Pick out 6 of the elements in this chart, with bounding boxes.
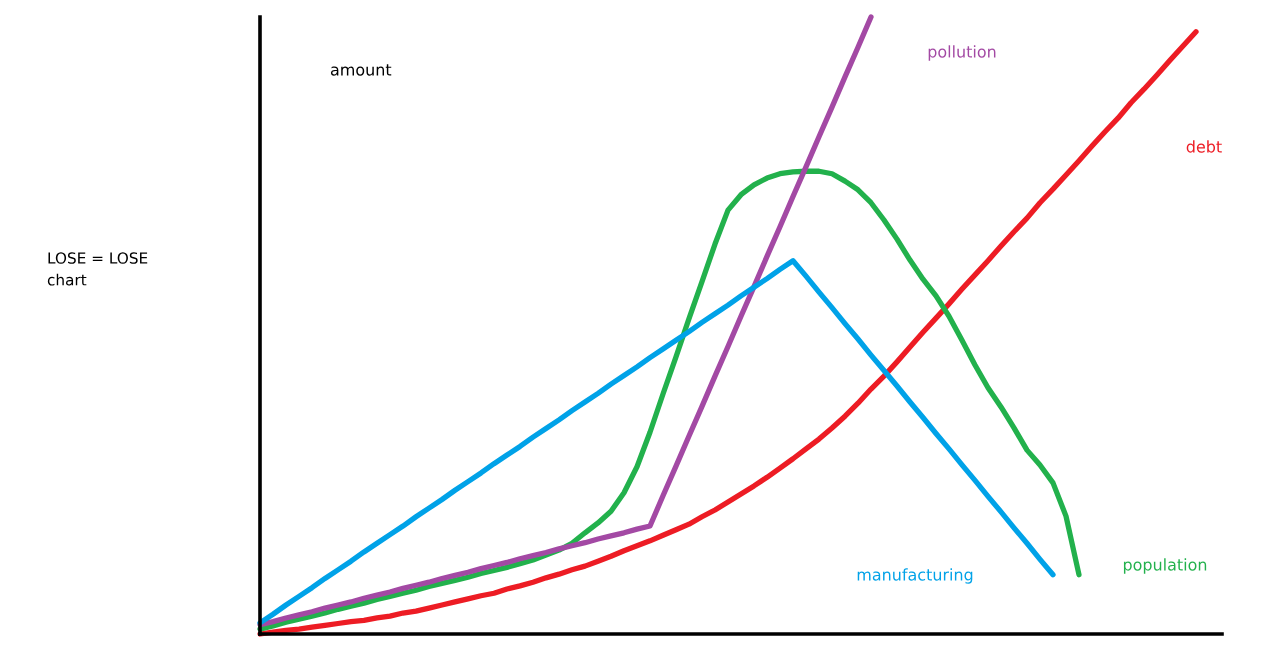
text: LOSE = LOSE chart: [47, 252, 148, 286]
text: population: [1123, 558, 1207, 574]
text: pollution: [928, 45, 996, 61]
text: manufacturing: [857, 568, 973, 584]
y-axis-title: amount: [330, 64, 392, 76]
text: debt: [1186, 140, 1222, 153]
